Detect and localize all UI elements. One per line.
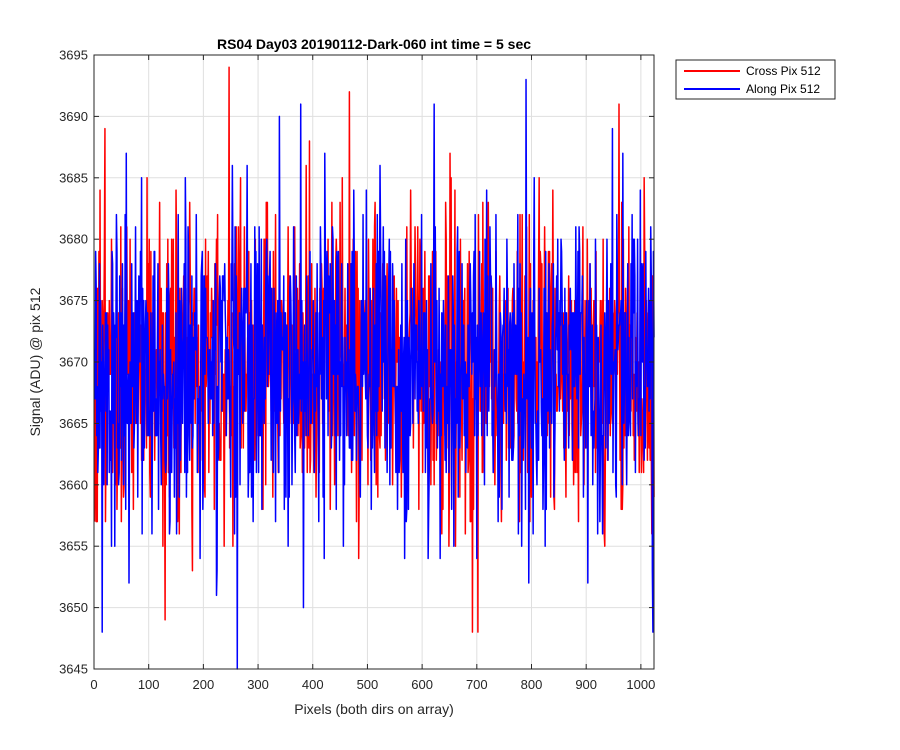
y-tick-label: 3645 [59, 662, 88, 677]
x-tick-label: 100 [138, 677, 160, 692]
y-tick-label: 3695 [59, 48, 88, 63]
x-tick-label: 200 [193, 677, 215, 692]
x-tick-label: 400 [302, 677, 324, 692]
legend: Cross Pix 512 Along Pix 512 [675, 59, 836, 100]
y-tick-label: 3655 [59, 539, 88, 554]
x-tick-label: 700 [466, 677, 488, 692]
y-tick-label: 3650 [59, 600, 88, 615]
x-tick-label: 800 [521, 677, 543, 692]
x-tick-label: 1000 [626, 677, 655, 692]
series-layer [93, 66, 655, 670]
y-tick-label: 3680 [59, 232, 88, 247]
legend-box [675, 59, 836, 100]
y-tick-label: 3660 [59, 477, 88, 492]
x-axis-label: Pixels (both dirs on array) [294, 701, 454, 717]
series-line-along-pix-512 [93, 78, 655, 670]
y-tick-label: 3685 [59, 170, 88, 185]
ticks: 0 100 200 300 400 500 600 700 800 900 1000 3645 3650… [59, 48, 655, 693]
y-tick-label: 3690 [59, 109, 88, 124]
legend-label-along-pix-512: Along Pix 512 [746, 82, 820, 96]
y-tick-label: 3675 [59, 293, 88, 308]
y-tick-label: 3670 [59, 355, 88, 370]
x-tick-label: 500 [357, 677, 379, 692]
legend-label-cross-pix-512: Cross Pix 512 [746, 64, 821, 78]
chart-title: RS04 Day03 20190112-Dark-060 int time = … [217, 36, 531, 52]
x-tick-label: 900 [575, 677, 597, 692]
x-tick-label: 300 [247, 677, 269, 692]
y-axis-label: Signal (ADU) @ pix 512 [27, 287, 43, 436]
x-tick-label: 0 [90, 677, 97, 692]
y-tick-label: 3665 [59, 416, 88, 431]
x-tick-label: 600 [411, 677, 433, 692]
